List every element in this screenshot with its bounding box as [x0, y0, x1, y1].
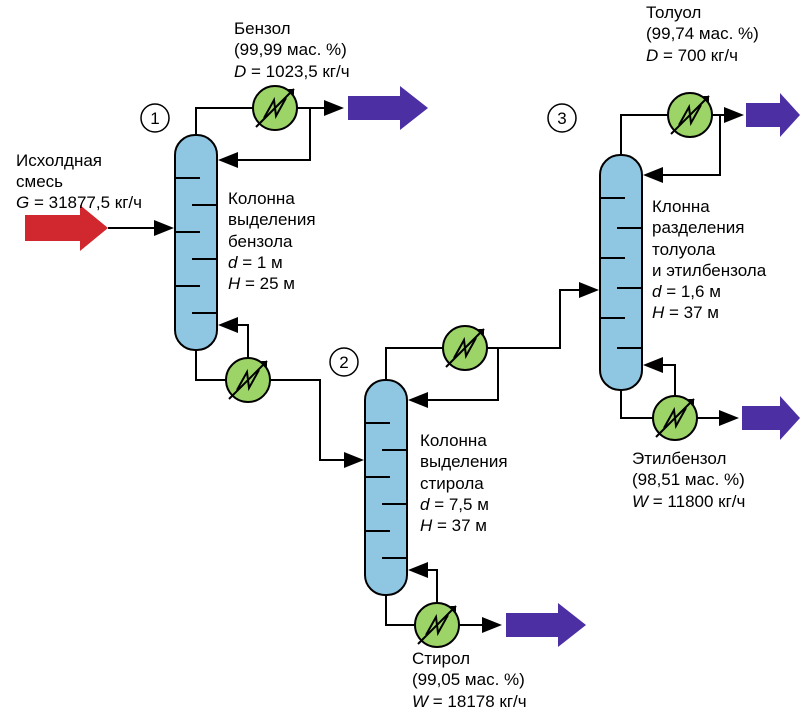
column-3 [600, 155, 642, 390]
svg-text:1: 1 [150, 109, 159, 128]
col1-name: Колонна выделения бензола d = 1 м H = 25… [228, 188, 316, 294]
col1-bottoms [196, 325, 360, 460]
col3-name: Клонна разделения толуола и этилбензола … [652, 196, 766, 324]
col3-overhead [621, 93, 800, 175]
process-flow-diagram: 1 [0, 0, 800, 711]
column-2 [365, 380, 407, 595]
col3-bot-label: Этилбензол (98,51 мас. %) W = 11800 кг/ч [632, 448, 745, 512]
feed-label: Исхолднаясмесь [16, 150, 102, 193]
col2-overhead [386, 290, 595, 400]
col2-name: Колонна выделения стирола d = 7,5 м H = … [420, 430, 508, 536]
column-1-id: 1 [141, 104, 169, 132]
col2-bottoms [386, 570, 586, 647]
col1-overhead [196, 86, 428, 160]
col3-top-label: Толуол (99,74 мас. %) D = 700 кг/ч [646, 2, 759, 66]
column-2-id: 2 [330, 348, 358, 376]
column-3-id: 3 [548, 104, 576, 132]
col1-top-label: Бензол (99,99 мас. %) D = 1023,5 кг/ч [234, 18, 350, 82]
svg-text:2: 2 [339, 353, 348, 372]
col2-bot-label: Стирол (99,05 мас. %) W = 18178 кг/ч [412, 648, 527, 712]
col3-bottoms [621, 365, 800, 440]
column-1 [175, 135, 217, 350]
svg-text:3: 3 [557, 109, 566, 128]
feed-flow: G = 31877,5 кг/ч [16, 192, 142, 213]
